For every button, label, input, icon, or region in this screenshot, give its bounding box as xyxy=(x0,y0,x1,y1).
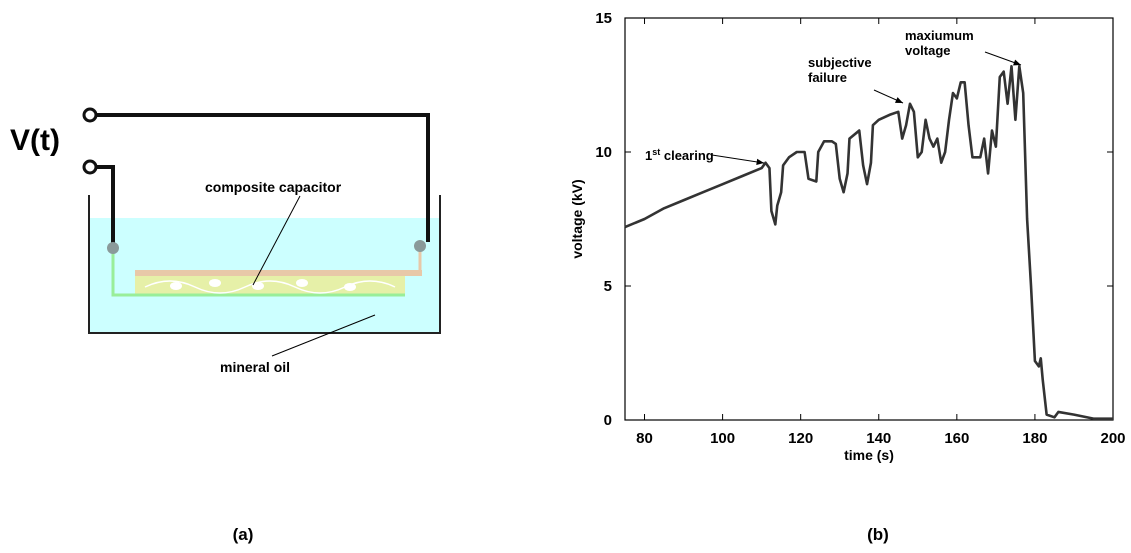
arrow-head xyxy=(756,158,764,165)
void xyxy=(209,279,221,287)
annotation-line: subjective xyxy=(808,55,872,70)
void xyxy=(296,279,308,287)
panel-label: (a) xyxy=(233,525,254,544)
annotation-part: st xyxy=(652,147,660,157)
panel-label: (b) xyxy=(867,525,889,544)
contact xyxy=(107,242,119,254)
arrow xyxy=(711,154,765,164)
terminal xyxy=(82,159,98,175)
arrow-head xyxy=(1013,59,1021,66)
wire xyxy=(96,165,115,244)
terminal xyxy=(82,107,98,123)
y-tick-label: 10 xyxy=(595,144,612,161)
annotation: maxiumum voltage xyxy=(905,28,974,58)
x-tick-label: 160 xyxy=(944,430,969,447)
leader xyxy=(271,314,376,357)
leader xyxy=(252,195,301,286)
annotation-line: voltage xyxy=(905,43,951,58)
arrow-head xyxy=(895,97,903,103)
x-tick-label: 100 xyxy=(710,430,735,447)
electrode xyxy=(135,270,422,276)
void xyxy=(170,282,182,290)
line xyxy=(624,64,1113,420)
wire xyxy=(96,113,430,242)
diagram: V(t) composite capacitor mineral oil xyxy=(10,107,441,375)
annotation-part: 1 xyxy=(645,148,652,163)
x-tick-label: 180 xyxy=(1022,430,1047,447)
plot-frame xyxy=(624,17,1114,421)
annotation-part: clearing xyxy=(660,148,714,163)
x-tick-label: 140 xyxy=(866,430,891,447)
y-axis-label: voltage (kV) xyxy=(569,179,585,258)
y-tick-label: 15 xyxy=(595,10,612,27)
x-tick-label: 120 xyxy=(788,430,813,447)
x-tick-label: 80 xyxy=(636,430,653,447)
y-tick-label: 0 xyxy=(604,412,612,429)
source-label: V(t) xyxy=(10,124,60,157)
annotation-line: failure xyxy=(808,70,847,85)
x-axis-label: time (s) xyxy=(844,447,894,463)
oil-label: mineral oil xyxy=(220,359,290,375)
wire xyxy=(111,250,405,297)
annotation: 1st clearing xyxy=(645,147,714,163)
capacitor-label: composite capacitor xyxy=(205,179,342,195)
annotation-line: maxiumum xyxy=(905,28,974,43)
x-tick-label: 200 xyxy=(1100,430,1125,447)
annotation: subjective failure xyxy=(808,55,872,85)
tank xyxy=(88,195,441,334)
void xyxy=(252,282,264,290)
void xyxy=(344,283,356,291)
contact xyxy=(414,240,426,252)
y-tick-label: 5 xyxy=(604,278,612,295)
